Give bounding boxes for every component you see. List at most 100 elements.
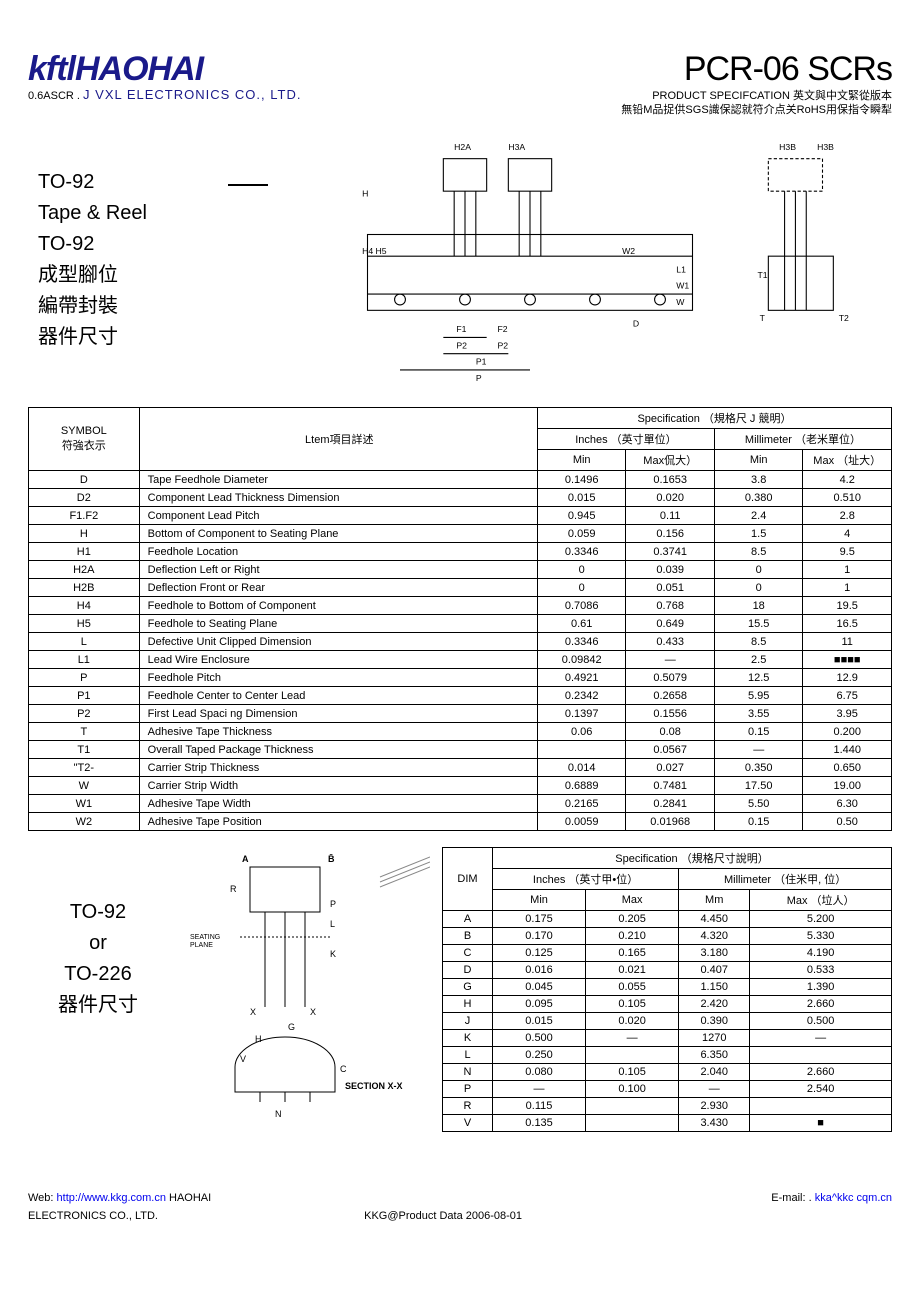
- cell-mm-min: —: [714, 741, 803, 759]
- cell-desc: First Lead Spaci ng Dimension: [139, 705, 537, 723]
- svg-text:SECTION X-X: SECTION X-X: [345, 1081, 403, 1091]
- svg-text:H: H: [255, 1034, 262, 1044]
- table-row: G 0.045 0.055 1.150 1.390: [443, 979, 892, 996]
- cell-mm-max: —: [750, 1030, 892, 1047]
- svg-text:P2: P2: [456, 340, 467, 350]
- table-row: L Defective Unit Clipped Dimension 0.334…: [29, 633, 892, 651]
- cell-mm-min: 4.320: [679, 928, 750, 945]
- table-row: D2 Component Lead Thickness Dimension 0.…: [29, 489, 892, 507]
- cell-mm-min: 5.50: [714, 795, 803, 813]
- cell-mm-max: 2.660: [750, 1064, 892, 1081]
- cell-symbol: D2: [29, 489, 140, 507]
- cell-symbol: H4: [29, 597, 140, 615]
- diagram-svg-2: AB̄ RPL SEATINGPLANE K XX GH VC SECTION …: [180, 847, 430, 1127]
- cell-dim: R: [443, 1098, 493, 1115]
- lbl: TO-92: [38, 229, 208, 260]
- section-tape-reel: TO-92 Tape & Reel TO-92 成型腳位 編帶封裝 器件尺寸: [28, 137, 892, 397]
- cell-desc: Carrier Strip Width: [139, 777, 537, 795]
- cell-in-max: 0.020: [586, 1013, 679, 1030]
- cell-symbol: H: [29, 525, 140, 543]
- t1-hdr-mm: Millimeter （老米單位）: [714, 429, 891, 450]
- t2-hdr-mm: Millimeter （住米甲, 位）: [679, 869, 892, 890]
- svg-text:H4 H5: H4 H5: [362, 246, 387, 256]
- cell-in-max: 0.3741: [626, 543, 715, 561]
- cell-mm-min: 17.50: [714, 777, 803, 795]
- cell-dim: A: [443, 911, 493, 928]
- cell-mm-max: 12.9: [803, 669, 892, 687]
- svg-text:P: P: [476, 373, 482, 383]
- cell-symbol: L: [29, 633, 140, 651]
- lbl: or: [28, 928, 168, 959]
- web-link[interactable]: http://www.kkg.com.cn: [57, 1192, 166, 1204]
- t2-max: Max: [586, 890, 679, 911]
- svg-text:H3A: H3A: [508, 142, 525, 152]
- t2-min: Min: [493, 890, 586, 911]
- svg-text:A: A: [242, 854, 249, 864]
- cell-in-max: 0.105: [586, 996, 679, 1013]
- cell-in-min: 0.135: [493, 1115, 586, 1132]
- cell-dim: J: [443, 1013, 493, 1030]
- svg-text:H3B: H3B: [817, 142, 834, 152]
- svg-text:T: T: [760, 313, 766, 323]
- cell-in-min: 0: [537, 579, 626, 597]
- cell-in-min: 0.3346: [537, 543, 626, 561]
- table-row: H2B Deflection Front or Rear 0 0.051 0 1: [29, 579, 892, 597]
- cell-mm-max: 0.200: [803, 723, 892, 741]
- lbl: TO-226: [28, 959, 168, 990]
- cell-mm-max: 5.330: [750, 928, 892, 945]
- lbl: TO-92: [28, 897, 168, 928]
- table-row: D 0.016 0.021 0.407 0.533: [443, 962, 892, 979]
- cell-mm-max: ■: [750, 1115, 892, 1132]
- cell-in-max: 0.1556: [626, 705, 715, 723]
- cell-desc: Component Lead Pitch: [139, 507, 537, 525]
- table-row: "T2- Carrier Strip Thickness 0.014 0.027…: [29, 759, 892, 777]
- cell-mm-max: 0.510: [803, 489, 892, 507]
- cell-mm-max: 6.75: [803, 687, 892, 705]
- cell-in-min: 0.059: [537, 525, 626, 543]
- cell-dim: V: [443, 1115, 493, 1132]
- table-row: P — 0.100 — 2.540: [443, 1081, 892, 1098]
- table-row: J 0.015 0.020 0.390 0.500: [443, 1013, 892, 1030]
- cell-in-min: 0.06: [537, 723, 626, 741]
- cell-symbol: L1: [29, 651, 140, 669]
- header-right: PCR-06 SCRs PRODUCT SPECIFCATION 英文與中文緊從…: [621, 50, 892, 117]
- lbl: 器件尺寸: [28, 990, 168, 1021]
- cell-in-max: —: [626, 651, 715, 669]
- cell-in-min: 0.7086: [537, 597, 626, 615]
- svg-text:X: X: [250, 1007, 256, 1017]
- spec-table-2: DIM Specification （規格尺寸說明） Inches （英寸甲•位…: [442, 847, 892, 1132]
- cell-symbol: H2A: [29, 561, 140, 579]
- cell-in-min: 0.1397: [537, 705, 626, 723]
- t1-hdr-inches: Inches （英寸單位）: [537, 429, 714, 450]
- cell-mm-max: 2.8: [803, 507, 892, 525]
- cell-dim: B: [443, 928, 493, 945]
- cell-in-max: 0.039: [626, 561, 715, 579]
- cell-desc: Defective Unit Clipped Dimension: [139, 633, 537, 651]
- sub-company: J VXL ELECTRONICS CO., LTD.: [83, 87, 301, 102]
- cell-symbol: T: [29, 723, 140, 741]
- cell-in-min: 0.095: [493, 996, 586, 1013]
- cell-symbol: D: [29, 471, 140, 489]
- cell-dim: H: [443, 996, 493, 1013]
- svg-text:K: K: [330, 949, 336, 959]
- to92-diagram: AB̄ RPL SEATINGPLANE K XX GH VC SECTION …: [180, 847, 430, 1127]
- cell-mm-min: 0.390: [679, 1013, 750, 1030]
- cell-mm-max: [750, 1098, 892, 1115]
- svg-text:P1: P1: [476, 357, 487, 367]
- svg-text:H: H: [362, 189, 368, 199]
- cell-in-min: 0.115: [493, 1098, 586, 1115]
- cell-in-min: 0.125: [493, 945, 586, 962]
- cell-mm-max: 1: [803, 579, 892, 597]
- cell-mm-min: 8.5: [714, 543, 803, 561]
- cell-mm-max: 16.5: [803, 615, 892, 633]
- email-link[interactable]: kka^kkc cqm.cn: [815, 1192, 892, 1204]
- cell-in-min: —: [493, 1081, 586, 1098]
- table-row: P Feedhole Pitch 0.4921 0.5079 12.5 12.9: [29, 669, 892, 687]
- cell-dim: K: [443, 1030, 493, 1047]
- cell-in-min: [537, 741, 626, 759]
- cell-in-min: 0.1496: [537, 471, 626, 489]
- cell-symbol: H1: [29, 543, 140, 561]
- t1-hdr-spec: Specification （規格尺 J 競明）: [537, 408, 891, 429]
- cell-desc: Adhesive Tape Width: [139, 795, 537, 813]
- header: kftlHAOHAI 0.6ASCR . J VXL ELECTRONICS C…: [28, 50, 892, 117]
